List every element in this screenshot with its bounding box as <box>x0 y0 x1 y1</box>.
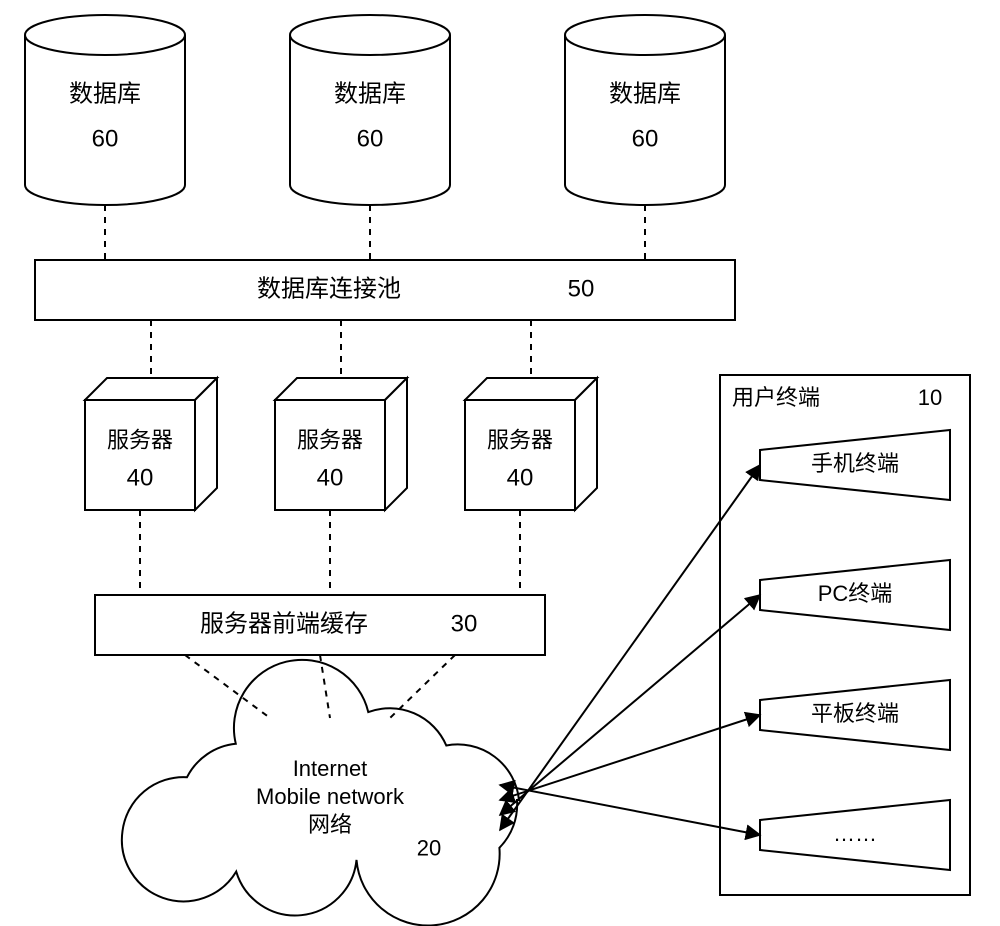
server-number: 40 <box>317 465 344 492</box>
terminal-item: …… <box>760 800 950 870</box>
server-number: 40 <box>127 465 154 492</box>
cloud-line-2: 网络 <box>308 812 352 837</box>
server-label: 服务器 <box>297 428 363 453</box>
cloud-number: 20 <box>417 835 441 860</box>
server-label: 服务器 <box>487 428 553 453</box>
terminal-item: PC终端 <box>760 560 950 630</box>
terminal-panel-label: 用户终端 <box>732 385 820 410</box>
database-number: 60 <box>632 125 659 152</box>
cache-label: 服务器前端缓存 <box>200 610 368 637</box>
server-node: 服务器 40 <box>275 378 407 510</box>
cloud-line-0: Internet <box>293 756 368 781</box>
database-node: 数据库 60 <box>290 15 450 205</box>
terminal-item: 手机终端 <box>760 430 950 500</box>
terminal-label: 平板终端 <box>811 701 899 726</box>
cloud-line-1: Mobile network <box>256 784 405 809</box>
database-label: 数据库 <box>334 80 406 107</box>
terminal-item: 平板终端 <box>760 680 950 750</box>
terminal-label: 手机终端 <box>811 451 899 476</box>
cache-number: 30 <box>451 610 478 637</box>
terminal-label: …… <box>833 821 877 846</box>
database-label: 数据库 <box>69 80 141 107</box>
terminal-label: PC终端 <box>818 581 893 606</box>
database-node: 数据库 60 <box>565 15 725 205</box>
database-node: 数据库 60 <box>25 15 185 205</box>
database-number: 60 <box>92 125 119 152</box>
database-number: 60 <box>357 125 384 152</box>
server-number: 40 <box>507 465 534 492</box>
link-cache-to-cloud <box>390 655 455 718</box>
terminal-panel-number: 10 <box>918 385 942 410</box>
pool-label: 数据库连接池 <box>257 275 401 302</box>
pool-number: 50 <box>568 275 595 302</box>
server-node: 服务器 40 <box>85 378 217 510</box>
server-label: 服务器 <box>107 428 173 453</box>
database-label: 数据库 <box>609 80 681 107</box>
server-node: 服务器 40 <box>465 378 597 510</box>
